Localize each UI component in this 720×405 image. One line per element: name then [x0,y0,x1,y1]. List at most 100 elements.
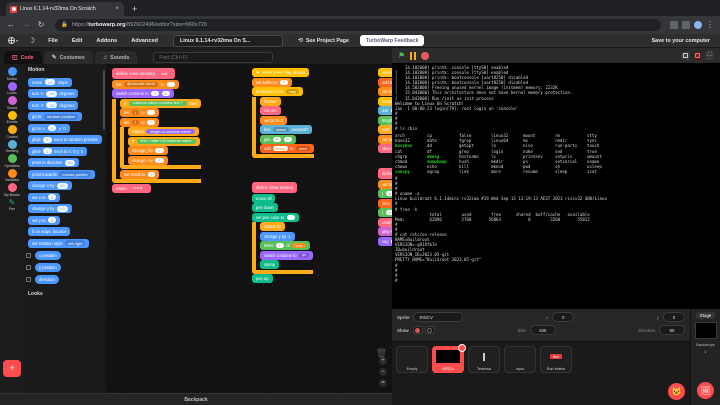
looks-block[interactable]: switch costume to px [260,250,314,260]
menu-edit[interactable]: Edit [71,37,83,44]
operator-block[interactable]: length of text [378,115,392,125]
sprite-card-run-button[interactable]: Run Run button [540,346,572,373]
small-stage-button[interactable] [681,51,690,60]
set-variable-block[interactable]: set buffer to 0 [252,77,293,87]
stage-canvas[interactable]: 14.102000] printk: console [ttyS0] enabl… [392,63,720,309]
set-variable-block[interactable]: set @unicode return to [112,79,179,89]
operator-block[interactable]: ( a * b ) [378,189,392,198]
x-input[interactable]: 0 [552,312,575,322]
palette-block[interactable]: point in direction 90 [28,158,80,167]
script-stack[interactable]: define read mem addr set tmp to 0 ( a * … [378,168,392,246]
category-pen[interactable]: ✎ Pen [8,197,16,212]
add-extension-button[interactable]: + [3,360,21,377]
zoom-in-button[interactable]: + [379,357,387,365]
avatar[interactable] [694,21,702,29]
forever-block[interactable]: forever [260,96,281,106]
operator-block[interactable]: ( x mod 4 ) [378,208,392,217]
menu-advanced[interactable]: Advanced [131,37,158,44]
reporter-checkbox[interactable] [26,264,31,270]
back-icon[interactable]: ← [7,20,15,29]
sensing-block[interactable]: ask ? and wait [378,106,392,115]
list-block[interactable]: add thing to mem [260,144,315,153]
green-flag-icon[interactable]: ⚑ [398,50,406,60]
direction-input[interactable]: 90 [659,325,685,335]
script-stack[interactable]: when I receive keykey add key to input s… [378,68,392,154]
category-motion[interactable]: Motion [0,67,24,81]
reporter-checkbox[interactable] [26,276,31,282]
stage-thumbnail[interactable] [694,322,717,339]
tab-sounds[interactable]: ♫ Sounds [94,51,138,64]
project-name-input[interactable]: Linux 6.1.14-rv32ima On S... [172,34,283,47]
palette-block[interactable]: glide 1 secs to random position [28,135,103,144]
browser-menu-icon[interactable]: ⋮ [706,20,714,29]
set-variable-block[interactable]: set index to 1 [378,87,392,96]
repeat-block-wrapper[interactable]: repeat length of costume name if text = le… [120,127,202,169]
see-project-page-button[interactable]: ⟲ See Project Page [291,37,356,45]
operator-block[interactable]: letter 1 of row [260,241,311,250]
tab-code[interactable]: ◰ Code [4,51,42,64]
pen-block[interactable]: stamp [260,260,280,269]
palette-block[interactable]: set x to 0 [28,192,61,202]
bookmark-icon[interactable] [682,21,690,29]
category-my-blocks[interactable]: My Blocks [0,183,24,197]
y-input[interactable]: 0 [663,312,686,322]
set-variable-block[interactable]: set tmp to 0 [378,179,392,189]
list-block[interactable]: add key to input [378,77,392,87]
switch-costume-block[interactable]: switch costume to 2 1 [112,89,174,98]
block-canvas[interactable]: define case sensing text set @unicode retu… [106,64,392,393]
category-events[interactable]: Events [0,110,24,124]
forward-icon[interactable]: → [22,20,30,29]
address-bar[interactable]: 🔒 https://turbowarp.org/892602496/editor… [55,19,661,31]
define-block[interactable]: define case sensing text [112,68,176,79]
repeat-block-wrapper[interactable]: repeat 32 change y by -1 letter 1 of row… [252,222,314,274]
sprite-card-riscv[interactable]: RISCV [432,344,466,373]
add-backdrop-button[interactable]: 🖼 [697,382,714,399]
set-variable-block[interactable]: set addr to 0 [378,134,392,144]
broadcast-block[interactable]: broadcast boot msg [252,87,303,96]
change-variable-block[interactable]: change j by 1 [128,146,168,155]
browser-tab[interactable]: Linux 6.1.14-rv32ima On Scratch × [6,2,124,16]
delete-sprite-button[interactable] [458,344,466,352]
custom-block[interactable]: return result [112,183,151,193]
repeat-block[interactable]: repeat length of costume name [128,127,199,136]
trash-icon[interactable]: 🗑 [375,348,387,358]
when-flag-clicked-block[interactable]: ⚑ when green flag clicked [252,68,309,77]
palette-block[interactable]: go to x: 0 y: 0 [28,123,70,133]
fullscreen-button[interactable]: ⛶ [705,51,714,60]
palette-block[interactable]: glide 1 secs to x: 0 y: 0 [28,146,88,156]
find-input[interactable]: Find (Ctrl+F) [153,52,274,63]
custom-block[interactable]: step cpu [378,144,392,153]
show-on-button[interactable] [412,326,423,334]
add-sprite-button[interactable]: 🐱 [668,383,685,400]
pen-block[interactable]: erase all [252,193,276,203]
menu-addons[interactable]: Addons [96,37,118,44]
zoom-out-button[interactable]: − [379,368,387,376]
category-control[interactable]: Control [0,125,24,139]
motion-block[interactable]: change y by -1 [260,231,295,241]
tab-costumes[interactable]: ✎ Costumes [43,51,93,64]
set-variable-block[interactable]: set j to 0 [120,117,160,127]
looks-block[interactable]: say Hello [378,236,392,246]
reporter-checkbox[interactable] [26,252,31,258]
define-block[interactable]: define draw screen [252,182,298,193]
custom-block[interactable]: return tmp [378,217,392,227]
stop-icon[interactable] [420,51,429,60]
pause-icon[interactable] [410,51,416,60]
palette-reporter[interactable]: y position [35,262,61,272]
category-operators[interactable]: Operators [0,154,24,168]
show-toggle[interactable] [412,326,435,334]
zoom-reset-button[interactable]: = [379,379,387,387]
wait-block[interactable]: wait 0 seconds [378,125,392,134]
palette-reporter[interactable]: x position [35,250,61,260]
script-stack[interactable]: define case sensing text set @unicode retu… [112,68,202,193]
sprite-card-empty[interactable]: Empty [396,346,428,373]
pen-block[interactable]: pen down [252,203,278,212]
define-block[interactable]: define read mem addr [378,168,392,179]
if-block[interactable]: if text = letter i of costume name [128,136,200,146]
script-stack[interactable]: ⚑ when green flag clicked set buffer to 0… [252,68,315,158]
new-tab-button[interactable]: + [132,4,138,14]
if-block-wrapper[interactable]: if costume name contains text ? then set i t… [112,98,202,183]
size-input[interactable]: 100 [529,325,556,335]
script-stack[interactable]: define draw screen erase all pen down se… [252,182,314,284]
menu-file[interactable]: File [48,37,58,44]
